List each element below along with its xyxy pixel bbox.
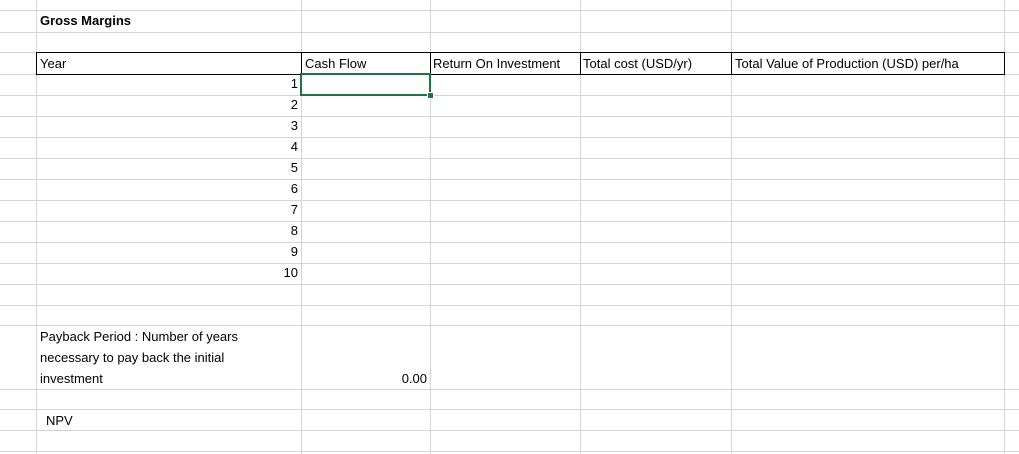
gridline	[0, 200, 1019, 201]
gridline	[0, 305, 1019, 306]
header-cell-roi[interactable]: Return On Investment	[430, 52, 581, 75]
year-cell[interactable]: 6	[290, 181, 298, 196]
payback-period-label: Payback Period : Number of years necessa…	[40, 329, 238, 386]
gridline	[430, 0, 431, 454]
gridline	[0, 284, 1019, 285]
gridline	[0, 325, 1019, 326]
gridline	[580, 0, 581, 454]
gridline	[0, 116, 1019, 117]
year-cell[interactable]: 8	[290, 223, 298, 238]
gridline	[0, 409, 1019, 410]
year-cell[interactable]: 10	[283, 265, 298, 280]
gridline	[1004, 0, 1005, 454]
npv-label: NPV	[46, 413, 73, 428]
header-cash-flow-label: Cash Flow	[305, 56, 367, 71]
year-cell[interactable]: 5	[290, 160, 298, 175]
gridline	[0, 263, 1019, 264]
year-cell[interactable]: 9	[290, 244, 298, 259]
year-cell[interactable]: 3	[290, 118, 298, 133]
gridline	[0, 179, 1019, 180]
gridline	[0, 221, 1019, 222]
gridline	[0, 10, 1019, 11]
header-total-cost-label: Total cost (USD/yr)	[583, 56, 693, 71]
header-total-value-label: Total Value of Production (USD) per/ha	[735, 56, 959, 71]
gridline	[0, 95, 1019, 96]
gridline	[0, 32, 1019, 33]
header-roi-label: Return On Investment	[433, 56, 561, 71]
gridline	[0, 158, 1019, 159]
gridline	[0, 242, 1019, 243]
selected-cell[interactable]	[300, 73, 431, 96]
gridline	[36, 0, 37, 454]
gridline	[0, 389, 1019, 390]
payback-value[interactable]: 0.00	[401, 371, 427, 386]
header-cell-year[interactable]: Year	[36, 52, 302, 75]
year-cell[interactable]: 1	[290, 76, 298, 91]
gridline	[0, 137, 1019, 138]
gridline	[0, 451, 1019, 452]
year-cell[interactable]: 2	[290, 97, 298, 112]
year-cell[interactable]: 4	[290, 139, 298, 154]
year-cell[interactable]: 7	[290, 202, 298, 217]
sheet-title: Gross Margins	[40, 13, 132, 28]
header-cell-total-value[interactable]: Total Value of Production (USD) per/ha	[731, 52, 1005, 75]
gridline	[0, 430, 1019, 431]
header-year-label: Year	[40, 56, 67, 71]
fill-handle[interactable]	[427, 92, 434, 99]
gridline	[301, 0, 302, 454]
header-cell-cash-flow[interactable]: Cash Flow	[301, 52, 431, 75]
header-cell-total-cost[interactable]: Total cost (USD/yr)	[580, 52, 732, 75]
gridline	[731, 0, 732, 454]
